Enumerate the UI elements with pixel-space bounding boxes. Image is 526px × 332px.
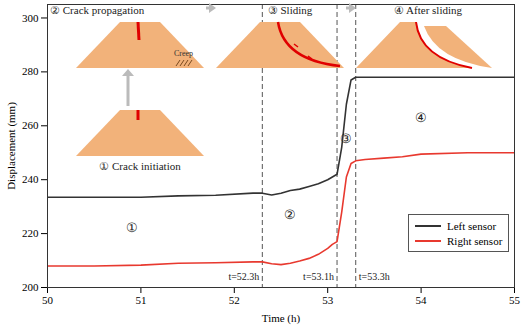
svg-text:t=53.1h: t=53.1h <box>303 271 334 282</box>
svg-text:200: 200 <box>22 281 39 293</box>
svg-text:t=53.3h: t=53.3h <box>359 271 390 282</box>
svg-text:Time (h): Time (h) <box>262 312 301 325</box>
svg-text:①: ① <box>126 220 138 235</box>
svg-text:③: ③ <box>340 131 352 146</box>
svg-text:260: 260 <box>22 119 39 131</box>
svg-text:240: 240 <box>22 173 39 185</box>
svg-text:54: 54 <box>416 294 428 306</box>
svg-text:② Crack propagation: ② Crack propagation <box>50 4 145 16</box>
svg-text:① Crack initiation: ① Crack initiation <box>99 160 181 172</box>
svg-text:55: 55 <box>509 294 521 306</box>
svg-text:51: 51 <box>135 294 146 306</box>
svg-text:53: 53 <box>322 294 334 306</box>
svg-text:Creep: Creep <box>174 49 193 58</box>
svg-text:④ After sliding: ④ After sliding <box>394 4 463 16</box>
svg-text:③ Sliding: ③ Sliding <box>268 4 313 16</box>
svg-text:Displacement (mm): Displacement (mm) <box>5 102 18 190</box>
svg-text:t=52.3h: t=52.3h <box>228 271 259 282</box>
svg-text:220: 220 <box>22 227 39 239</box>
svg-text:50: 50 <box>42 294 54 306</box>
html-text:Left sensor: Left sensor <box>447 219 497 232</box>
html-text:Right sensor: Right sensor <box>447 234 503 247</box>
svg-text:②: ② <box>284 207 296 222</box>
svg-text:280: 280 <box>22 65 39 77</box>
svg-text:300: 300 <box>22 11 39 23</box>
svg-text:④: ④ <box>415 110 427 125</box>
svg-text:52: 52 <box>229 294 240 306</box>
